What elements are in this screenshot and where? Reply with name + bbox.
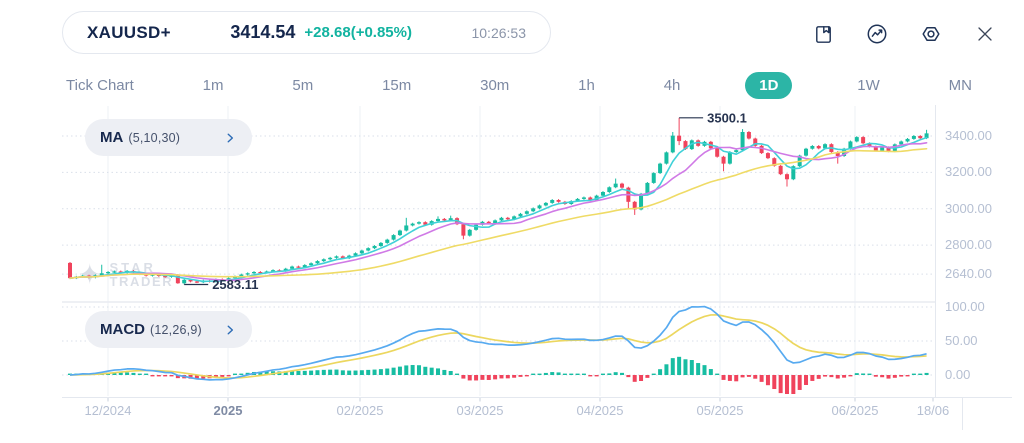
- chevron-right-icon: [223, 131, 237, 145]
- close-icon: [978, 27, 992, 41]
- price-axis-label: 3200.00: [945, 164, 992, 180]
- macd-indicator-button[interactable]: MACD (12,26,9): [85, 311, 252, 348]
- broker-watermark: ✦ STAR TRADER: [78, 261, 173, 289]
- toolbar: [810, 21, 998, 47]
- price-change: +28.68(+0.85%): [304, 24, 412, 41]
- tab-5m[interactable]: 5m: [292, 76, 314, 94]
- tab-tick-chart[interactable]: Tick Chart: [66, 76, 134, 94]
- price-axis-label: 2800.00: [945, 237, 992, 253]
- tab-4h[interactable]: 4h: [663, 76, 681, 94]
- tab-1d[interactable]: 1D: [745, 71, 793, 99]
- tab-1m[interactable]: 1m: [202, 76, 224, 94]
- time-axis-label: 02/2025: [336, 403, 384, 418]
- price-axis-label: 3400.00: [945, 128, 992, 143]
- tab-30m[interactable]: 30m: [480, 76, 510, 94]
- time-axis-label: 12/2024: [84, 403, 132, 418]
- ma-indicator-button[interactable]: MA (5,10,30): [85, 119, 252, 156]
- ma-label: MA: [100, 129, 124, 146]
- close-button[interactable]: [972, 21, 998, 47]
- price-axis-label: 0.00: [945, 367, 971, 382]
- bookmark-button[interactable]: [810, 21, 836, 47]
- quote-summary-pill: XAUUSD+ 3414.54 +28.68(+0.85%) 10:26:53: [62, 11, 551, 54]
- chevron-right-icon: [223, 323, 237, 337]
- watermark-line1: STAR: [109, 260, 156, 275]
- gear-icon: [922, 26, 940, 42]
- time-axis-label: 04/2025: [576, 403, 624, 418]
- tab-15m[interactable]: 15m: [382, 76, 412, 94]
- quote-time: 10:26:53: [471, 24, 526, 41]
- tab-1w[interactable]: 1W: [857, 76, 880, 94]
- last-price: 3414.54: [230, 22, 296, 42]
- settings-button[interactable]: [918, 21, 944, 47]
- time-axis-label: 06/2025: [831, 403, 879, 418]
- price-axis-label: 100.00: [945, 299, 985, 314]
- bookmark-icon: [815, 25, 831, 43]
- price-axis-label: 3000.00: [945, 200, 992, 216]
- star-logo-icon: ✦: [78, 259, 102, 290]
- ma-params: (5,10,30): [128, 130, 181, 145]
- macd-params: (12,26,9): [150, 322, 202, 337]
- time-axis-label: 18/06: [916, 403, 950, 418]
- pulse-icon: [867, 24, 887, 44]
- time-axis-label: 05/2025: [696, 403, 744, 418]
- price-axis-label: 2640.00: [945, 266, 992, 282]
- time-axis-label: 2025: [213, 403, 243, 418]
- timeframe-tabs: Tick Chart 1m 5m 15m 30m 1h 4h 1D 1W MN: [62, 69, 976, 101]
- tab-mn[interactable]: MN: [948, 76, 972, 94]
- macd-label: MACD: [100, 321, 145, 338]
- price-axis-label: 50.00: [945, 333, 978, 348]
- tab-1h[interactable]: 1h: [578, 76, 595, 94]
- indicator-button[interactable]: [864, 21, 890, 47]
- time-axis-label: 03/2025: [456, 403, 504, 418]
- symbol-name: XAUUSD+: [87, 22, 171, 42]
- watermark-line2: TRADER: [109, 274, 174, 289]
